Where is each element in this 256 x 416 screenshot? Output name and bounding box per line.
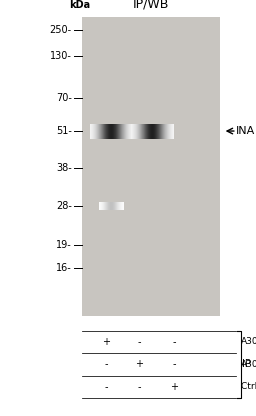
Text: 38-: 38- [56, 163, 72, 173]
Text: 51-: 51- [56, 126, 72, 136]
Text: -: - [104, 382, 108, 392]
Bar [82, 17, 220, 316]
Text: +: + [135, 359, 144, 369]
Text: 250-: 250- [50, 25, 72, 35]
Text: -: - [138, 337, 141, 347]
Text: A305-431A: A305-431A [241, 360, 256, 369]
Text: kDa: kDa [69, 0, 90, 10]
Text: -: - [138, 382, 141, 392]
Text: -: - [172, 337, 176, 347]
Text: IP: IP [242, 359, 251, 369]
Text: 28-: 28- [56, 201, 72, 211]
Text: A305-441A: A305-441A [241, 337, 256, 347]
Text: 130-: 130- [50, 51, 72, 61]
Text: +: + [170, 382, 178, 392]
Text: 19-: 19- [56, 240, 72, 250]
Text: INA: INA [236, 126, 255, 136]
Text: Ctrl IgG: Ctrl IgG [241, 382, 256, 391]
Text: IP/WB: IP/WB [133, 0, 169, 10]
Text: -: - [104, 359, 108, 369]
Text: -: - [172, 359, 176, 369]
Text: 70-: 70- [56, 93, 72, 103]
Text: +: + [102, 337, 110, 347]
Text: 16-: 16- [56, 263, 72, 273]
